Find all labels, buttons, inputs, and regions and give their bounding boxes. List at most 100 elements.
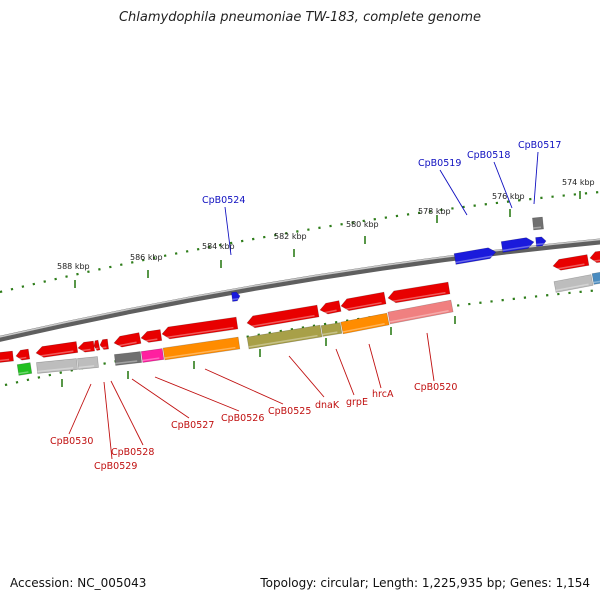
gene-block-CpB0526 xyxy=(140,329,163,343)
gene-block-red-a-shine xyxy=(36,350,74,358)
gene-block-red-right xyxy=(552,254,590,271)
func-bar-steel xyxy=(591,271,600,285)
gene-block-CpB0519 xyxy=(453,247,497,265)
leader-line-bottom xyxy=(368,343,382,389)
gene-block-CpB0520 xyxy=(387,281,451,304)
func-bar-salmon xyxy=(387,299,454,325)
func-bar-lightgray-1 xyxy=(77,356,99,370)
gene-block-CpB0524 xyxy=(231,291,241,302)
gene-label-bottom: CpB0527 xyxy=(171,420,214,431)
gene-label-top: CpB0524 xyxy=(202,195,245,206)
gene-block-CpB0527-shine xyxy=(114,341,137,348)
func-bar-pink xyxy=(140,348,165,363)
label-leader-lines xyxy=(68,151,539,460)
func-bar-lightgray-3-shine xyxy=(555,283,589,292)
leader-line-top xyxy=(439,169,468,216)
gene-block-dnaK-shine xyxy=(247,314,315,328)
func-bar-olive-2-shine xyxy=(248,334,318,348)
gene-block-CpB0530 xyxy=(77,340,95,353)
ruler-tick-label: 588 kbp xyxy=(57,262,90,271)
gene-block-CpB0525-shine xyxy=(162,326,234,339)
gene-block-CpB0524-shine xyxy=(232,297,239,301)
gene-labels: CpB0517 CpB0518 CpB0519 CpB0524 CpB0520 hrcA g… xyxy=(50,140,561,472)
func-bar-orange-1 xyxy=(340,312,390,335)
func-bar-orange-2 xyxy=(162,336,241,361)
leader-line-bottom xyxy=(110,380,144,446)
leader-line-bottom xyxy=(154,376,240,412)
gene-block-red-c xyxy=(0,350,14,363)
gene-block-CpB0530-shine xyxy=(78,348,91,352)
gene-label-top: CpB0518 xyxy=(467,150,510,161)
func-bar-pink-shine xyxy=(142,357,160,362)
genome-summary-text: Topology: circular; Length: 1,225,935 bp… xyxy=(260,576,590,590)
accession-text: Accession: NC_005043 xyxy=(10,576,147,590)
func-bar-olive-1 xyxy=(320,322,343,337)
gene-block-CpB0529 xyxy=(93,339,101,351)
leader-line-bottom xyxy=(68,383,92,435)
func-bar-gray-shine xyxy=(115,360,138,365)
func-bar-gray xyxy=(114,351,142,366)
leader-line-bottom xyxy=(335,348,355,396)
gene-block-red-a xyxy=(35,341,79,358)
func-bar-lightgray-2-shine xyxy=(37,367,74,373)
gene-label-bottom: CpB0520 xyxy=(414,382,457,393)
gene-features xyxy=(0,216,600,376)
gene-label-bottom: CpB0526 xyxy=(221,413,264,424)
func-bar-lightgray-3 xyxy=(553,274,594,293)
func-bar-olive-1-shine xyxy=(322,331,338,336)
gene-block-CpB0517 xyxy=(535,236,547,247)
leader-line-top xyxy=(224,206,232,256)
leader-line-bottom xyxy=(288,355,325,398)
func-bar-lightgray-1-shine xyxy=(78,365,95,369)
leader-line-top xyxy=(533,151,539,205)
gene-block-small-gray-shine xyxy=(533,226,542,229)
gene-block-red-edge xyxy=(589,250,600,263)
gene-block-dnaK xyxy=(246,304,320,329)
func-bar-olive-2 xyxy=(246,324,323,350)
ruler-tick-label: 584 kbp xyxy=(202,242,235,251)
gene-block-CpB0526-shine xyxy=(141,338,158,343)
ruler-tick-label: 578 kbp xyxy=(418,207,451,216)
page-title: Chlamydophila pneumoniae TW-183, complet… xyxy=(118,10,482,25)
func-bar-lightgray-2 xyxy=(36,358,78,374)
gene-block-small-gray xyxy=(532,216,544,231)
gene-block-red-b xyxy=(15,348,31,361)
func-bar-green xyxy=(16,362,33,376)
gene-block-grpE-shine xyxy=(320,309,337,315)
gene-label-bottom: CpB0529 xyxy=(94,461,137,472)
leader-line-bottom xyxy=(131,378,190,419)
gene-block-CpB0529-shine xyxy=(94,347,99,350)
gene-block-CpB0517-shine xyxy=(536,242,544,246)
gene-block-CpB0527 xyxy=(113,332,142,348)
ruler-ticks: 574 kbp 576 kbp 578 kbp 580 kbp 582 kbp 584 k… xyxy=(57,178,595,387)
gene-block-CpB0520-shine xyxy=(388,291,446,303)
gene-label-bottom: dnaK xyxy=(315,400,340,411)
gene-block-red-right-shine xyxy=(553,263,585,271)
gene-label-top: CpB0517 xyxy=(518,140,561,151)
leader-line-bottom xyxy=(103,381,113,460)
gene-label-bottom: hrcA xyxy=(372,389,394,400)
ruler-tick-label: 580 kbp xyxy=(346,220,379,229)
func-bar-orange-1-shine xyxy=(342,322,385,333)
func-bar-steel-shine xyxy=(593,280,600,284)
gene-block-hrcA-shine xyxy=(341,301,382,311)
ruler-tick-label: 586 kbp xyxy=(130,253,163,262)
genome-backbone xyxy=(0,238,600,342)
gene-label-bottom: grpE xyxy=(346,397,368,408)
gene-label-bottom: CpB0525 xyxy=(268,406,311,417)
leader-line-bottom xyxy=(426,332,435,382)
gene-block-grpE xyxy=(319,300,342,315)
gene-block-red-b-shine xyxy=(16,356,27,360)
gene-block-CpB0525 xyxy=(161,316,239,340)
leader-line-bottom xyxy=(204,368,284,405)
func-bar-salmon-shine xyxy=(389,309,449,323)
gene-label-bottom: CpB0530 xyxy=(50,436,93,447)
ruler-tick-label: 574 kbp xyxy=(562,178,595,187)
ruler-tick-label: 576 kbp xyxy=(492,192,525,201)
func-bar-green-shine xyxy=(18,371,29,375)
gene-block-CpB0528-shine xyxy=(100,346,107,349)
func-bar-orange-2-shine xyxy=(164,346,236,359)
gene-block-CpB0519-shine xyxy=(455,255,493,264)
gene-block-hrcA xyxy=(340,291,387,311)
